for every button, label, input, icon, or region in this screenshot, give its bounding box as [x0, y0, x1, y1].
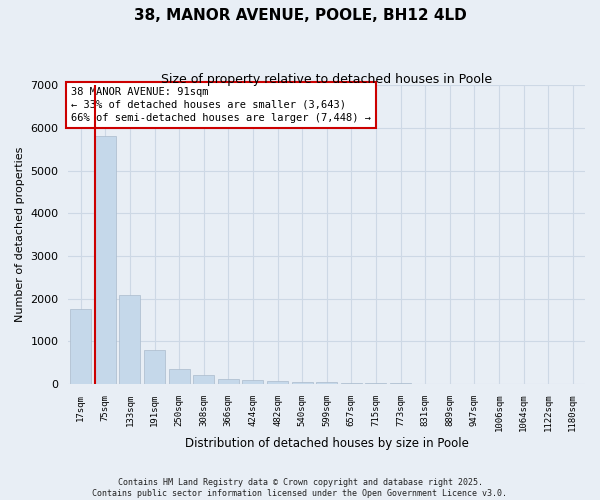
Bar [144, 350, 165, 384]
Bar [341, 383, 362, 384]
Bar [365, 383, 386, 384]
Text: 38, MANOR AVENUE, POOLE, BH12 4LD: 38, MANOR AVENUE, POOLE, BH12 4LD [134, 8, 466, 22]
Bar [95, 136, 116, 384]
Bar [169, 369, 190, 384]
Bar [242, 380, 263, 384]
Bar [193, 375, 214, 384]
Text: 38 MANOR AVENUE: 91sqm
← 33% of detached houses are smaller (3,643)
66% of semi-: 38 MANOR AVENUE: 91sqm ← 33% of detached… [71, 87, 371, 123]
Title: Size of property relative to detached houses in Poole: Size of property relative to detached ho… [161, 72, 492, 86]
Bar [70, 309, 91, 384]
Y-axis label: Number of detached properties: Number of detached properties [15, 147, 25, 322]
Bar [292, 382, 313, 384]
Bar [119, 296, 140, 384]
Text: Contains HM Land Registry data © Crown copyright and database right 2025.
Contai: Contains HM Land Registry data © Crown c… [92, 478, 508, 498]
X-axis label: Distribution of detached houses by size in Poole: Distribution of detached houses by size … [185, 437, 469, 450]
Bar [218, 378, 239, 384]
Bar [316, 382, 337, 384]
Bar [267, 381, 288, 384]
